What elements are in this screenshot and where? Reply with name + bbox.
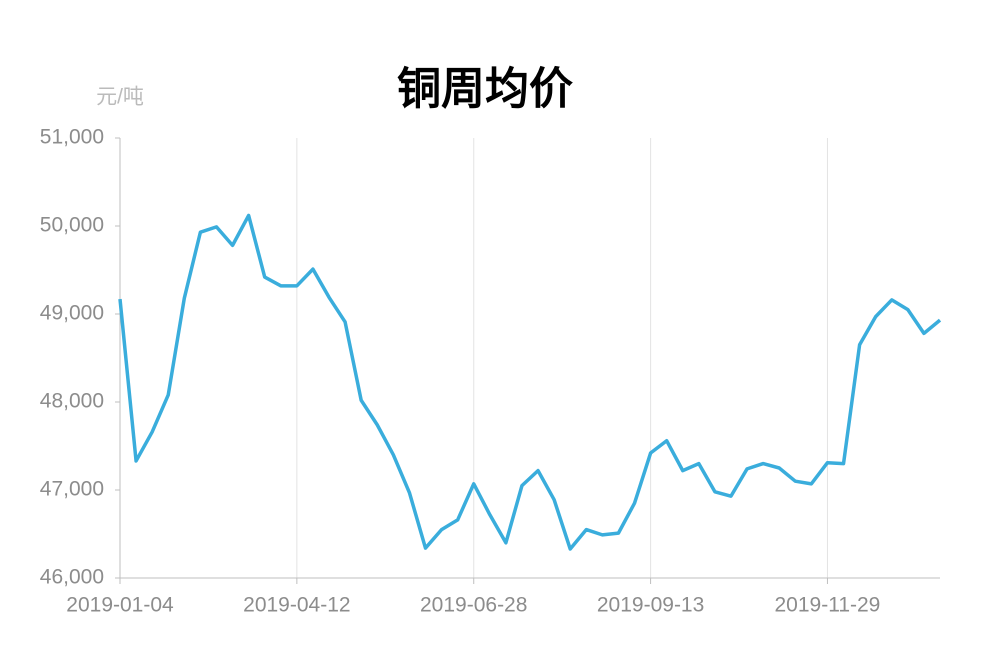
chart-title: 铜周均价 xyxy=(397,65,573,114)
y-tick-label: 50,000 xyxy=(40,214,104,237)
y-tick-label: 51,000 xyxy=(40,126,104,149)
x-tick-label: 2019-04-12 xyxy=(243,594,350,617)
y-tick-label: 46,000 xyxy=(40,566,104,589)
y-tick-label: 49,000 xyxy=(40,302,104,325)
y-tick-label: 48,000 xyxy=(40,390,104,413)
x-tick-label: 2019-11-29 xyxy=(775,594,881,617)
y-tick-label: 47,000 xyxy=(40,478,104,501)
y-unit: 元/吨 xyxy=(96,86,144,109)
x-tick-label: 2019-01-04 xyxy=(66,594,174,617)
series-line xyxy=(118,213,942,551)
x-tick-label: 2019-09-13 xyxy=(597,594,704,617)
x-tick-label: 2019-06-28 xyxy=(420,594,527,617)
